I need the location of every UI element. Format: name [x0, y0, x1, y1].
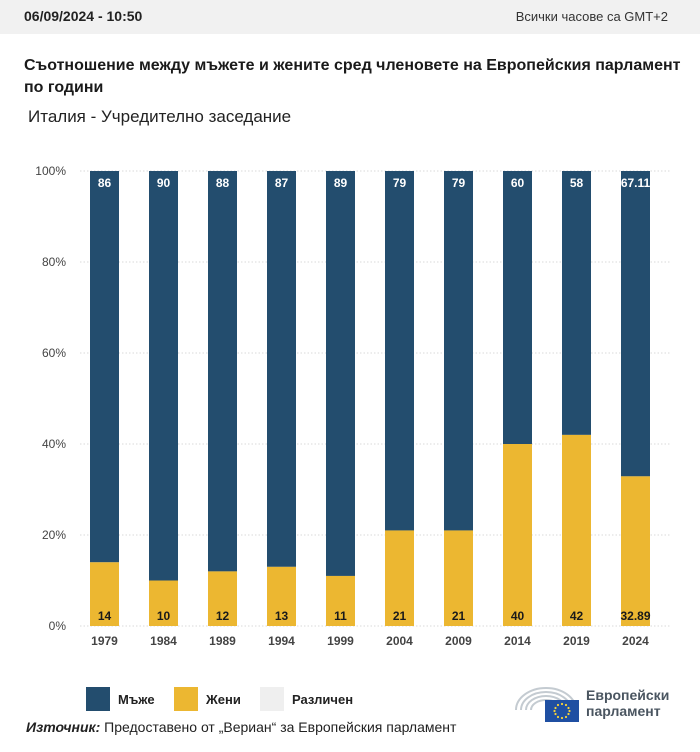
timezone-note: Всички часове са GMT+2 [515, 9, 668, 24]
bar-women [444, 530, 473, 626]
data-label-women: 13 [275, 609, 289, 623]
source-note: Източник: Предоставено от „Вериан“ за Ев… [26, 719, 456, 735]
x-tick-label: 2004 [386, 634, 413, 648]
y-tick-label: 0% [49, 619, 67, 633]
logo-line-1: Европейски [586, 687, 670, 703]
y-tick-label: 40% [42, 437, 66, 451]
stacked-bar-chart: 0% 20% 40% 60% 80% 100% 86 14 1979 90 10 1984 88 12 19… [35, 164, 670, 648]
data-label-men: 67.11 [621, 176, 651, 190]
bar-women [267, 566, 296, 626]
x-tick-label: 1994 [268, 634, 295, 648]
legend-swatch-men [86, 687, 110, 711]
bar-women [562, 434, 591, 626]
data-label-men: 89 [334, 176, 348, 190]
bar-men [326, 171, 355, 576]
data-label-women: 11 [334, 609, 347, 623]
x-tick-label: 1999 [327, 634, 354, 648]
data-label-women: 21 [393, 609, 407, 623]
data-label-men: 87 [275, 176, 289, 190]
ep-logo: Европейски парламент [512, 680, 682, 724]
legend-swatch-women [174, 687, 198, 711]
data-label-women: 40 [511, 609, 525, 623]
data-label-women: 42 [570, 609, 584, 623]
legend-label-other: Различен [292, 692, 354, 707]
x-tick-label: 1984 [150, 634, 177, 648]
legend-label-men: Мъже [118, 692, 155, 707]
top-bar: 06/09/2024 - 10:50 Всички часове са GMT+… [0, 0, 700, 34]
data-label-men: 79 [452, 176, 466, 190]
bar-women [90, 562, 119, 626]
bar-men [503, 171, 532, 444]
x-tick-label: 1989 [209, 634, 236, 648]
bar-men [621, 171, 650, 477]
bar-men [385, 171, 414, 531]
data-label-women: 14 [98, 609, 112, 623]
bar-women [385, 530, 414, 626]
bar-women [326, 575, 355, 626]
y-tick-label: 20% [42, 528, 66, 542]
chart-title: Съотношение между мъжете и жените сред ч… [24, 57, 681, 96]
bar-men [444, 171, 473, 531]
data-label-men: 86 [98, 176, 112, 190]
bar-men [149, 171, 178, 581]
bar-women [208, 571, 237, 626]
x-tick-label: 2009 [445, 634, 472, 648]
data-label-women: 32.89 [620, 609, 650, 623]
data-label-women: 21 [452, 609, 466, 623]
source-label: Източник: [26, 719, 101, 735]
logo-text: Европейски парламент [586, 687, 669, 719]
y-tick-label: 80% [42, 255, 66, 269]
x-tick-label: 2019 [563, 634, 590, 648]
legend-swatch-other [260, 687, 284, 711]
bar-men [90, 171, 119, 563]
bar-men [208, 171, 237, 572]
ep-hemicycle-icon [515, 687, 579, 722]
bar-women [149, 580, 178, 626]
y-tick-label: 60% [42, 346, 66, 360]
bar-men [562, 171, 591, 435]
x-tick-label: 1979 [91, 634, 118, 648]
y-tick-label: 100% [35, 164, 66, 178]
data-label-men: 88 [216, 176, 230, 190]
data-label-men: 58 [570, 176, 584, 190]
data-label-women: 10 [157, 609, 171, 623]
chart-subtitle: Италия - Учредително заседание [28, 107, 292, 126]
data-label-women: 12 [216, 609, 230, 623]
logo-line-2: парламент [586, 703, 661, 719]
legend-label-women: Жени [206, 692, 241, 707]
data-label-men: 79 [393, 176, 407, 190]
x-tick-label: 2014 [504, 634, 531, 648]
bar-women [621, 476, 650, 626]
source-text: Предоставено от „Вериан“ за Европейския … [104, 719, 457, 735]
data-label-men: 90 [157, 176, 171, 190]
x-tick-label: 2024 [622, 634, 649, 648]
timestamp: 06/09/2024 - 10:50 [24, 8, 143, 24]
bar-women [503, 444, 532, 626]
data-label-men: 60 [511, 176, 525, 190]
bar-men [267, 171, 296, 567]
